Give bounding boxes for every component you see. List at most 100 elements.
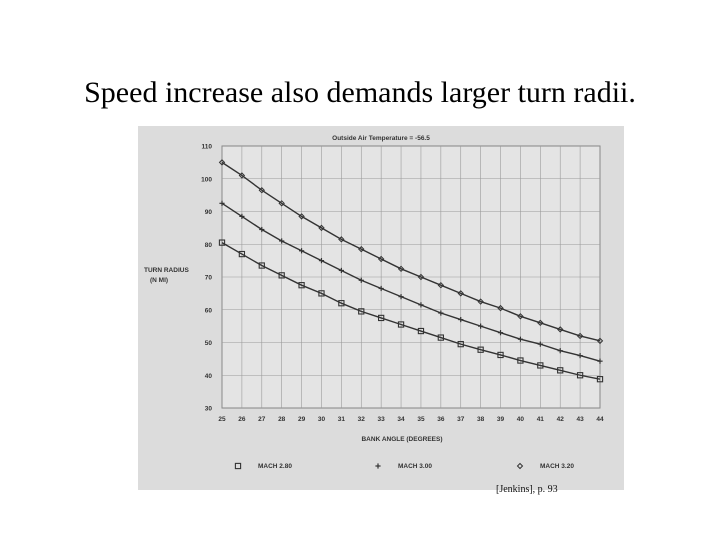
- data-point-mach-2-80: [397, 321, 405, 328]
- x-axis-label: BANK ANGLE (DEGREES): [361, 436, 442, 443]
- data-point-mach-3-20: [497, 304, 504, 312]
- data-point-mach-3-00: [259, 226, 265, 233]
- x-tick-label: 43: [576, 416, 584, 423]
- slide-title: Speed increase also demands larger turn …: [84, 76, 636, 109]
- data-point-mach-3-00: [358, 277, 364, 283]
- data-point-mach-2-80: [258, 262, 265, 269]
- data-point-mach-3-00: [298, 248, 305, 254]
- data-point-mach-3-20: [596, 337, 604, 345]
- legend-marker-mach-3-20: [516, 462, 524, 470]
- legend-item-mach-3-00: MACH 3.00: [375, 463, 432, 470]
- legend-label-mach-2-80: MACH 2.80: [258, 463, 292, 470]
- data-point-mach-3-00: [318, 258, 325, 264]
- turn-radius-chart: 30 40 50 60 70 80 90 100 110 25 26 27 28 29 30 31 32 33 34…: [138, 126, 624, 495]
- data-point-mach-3-20: [437, 281, 445, 289]
- data-point-mach-3-00: [517, 336, 524, 342]
- data-point-mach-3-00: [239, 213, 245, 220]
- x-tick-label: 29: [298, 416, 306, 423]
- data-point-mach-3-20: [537, 319, 544, 327]
- data-point-mach-3-00: [378, 285, 384, 292]
- data-point-mach-2-80: [318, 290, 325, 297]
- y-tick-label: 30: [205, 406, 213, 413]
- y-tick-label: 80: [205, 242, 213, 249]
- data-point-mach-2-80: [457, 340, 464, 348]
- data-point-mach-2-80: [278, 272, 285, 279]
- data-point-mach-2-80: [417, 327, 425, 335]
- data-point-mach-2-80: [537, 362, 544, 369]
- data-point-mach-3-20: [238, 172, 246, 179]
- data-point-mach-3-00: [279, 238, 285, 244]
- y-tick-label: 90: [205, 209, 213, 216]
- y-tick-label: 100: [201, 176, 212, 183]
- data-point-mach-2-80: [517, 357, 524, 364]
- data-point-mach-2-80: [218, 239, 226, 246]
- legend-item-mach-2-80: MACH 2.80: [234, 462, 292, 470]
- data-point-mach-3-20: [358, 245, 365, 253]
- legend: MACH 2.80 MACH 3.00 MACH 3.20: [234, 462, 574, 470]
- data-point-mach-3-00: [338, 267, 344, 274]
- data-point-mach-3-20: [318, 224, 325, 232]
- legend-marker-mach-3-00: [375, 463, 381, 469]
- y-tick-label: 60: [205, 307, 213, 314]
- series-mach-3-00: [219, 200, 603, 364]
- text-layer: Outside Air Temperature = -56.5 TURN RAD…: [144, 135, 443, 443]
- data-point-mach-3-00: [557, 348, 563, 354]
- x-tick-label: 44: [596, 416, 604, 423]
- series-mach-2-80: [218, 239, 604, 383]
- data-point-mach-2-80: [437, 334, 444, 341]
- data-point-mach-3-00: [458, 316, 464, 323]
- data-point-mach-3-20: [397, 265, 405, 273]
- x-tick-label: 27: [258, 416, 266, 423]
- data-point-mach-3-20: [278, 200, 285, 207]
- data-point-mach-2-80: [596, 376, 604, 383]
- y-tick-label: 40: [205, 373, 213, 380]
- data-point-mach-3-20: [417, 273, 425, 281]
- x-tick-label: 35: [417, 416, 425, 423]
- data-point-mach-3-00: [537, 341, 543, 347]
- legend-label-mach-3-20: MACH 3.20: [540, 463, 574, 470]
- data-point-mach-2-80: [378, 314, 385, 322]
- series-line-mach-3-20: [221, 161, 601, 342]
- legend-label-mach-3-00: MACH 3.00: [398, 463, 432, 470]
- data-point-mach-3-20: [218, 159, 226, 166]
- data-point-mach-3-20: [298, 213, 305, 220]
- x-tick-label: 25: [218, 416, 226, 423]
- x-tick-label: 28: [278, 416, 286, 423]
- data-point-mach-3-20: [457, 290, 464, 297]
- data-point-mach-2-80: [576, 372, 584, 379]
- series-line-mach-2-80: [221, 242, 601, 380]
- data-point-mach-3-00: [577, 353, 583, 359]
- data-point-mach-3-20: [338, 236, 345, 243]
- series-mach-3-20: [218, 159, 604, 345]
- data-point-mach-3-20: [377, 255, 385, 263]
- data-point-mach-3-20: [477, 298, 484, 305]
- data-point-mach-3-20: [557, 326, 564, 333]
- turn-radius-chart-svg: 30 40 50 60 70 80 90 100 110 25 26 27 28 29 30 31 32 33 34…: [144, 135, 604, 470]
- data-point-mach-2-80: [238, 250, 246, 258]
- chart-title: Outside Air Temperature = -56.5: [332, 135, 430, 142]
- data-point-mach-3-00: [398, 294, 404, 300]
- data-point-mach-3-00: [497, 330, 504, 336]
- x-tick-label: 42: [557, 416, 565, 423]
- x-tick-label: 39: [497, 416, 505, 423]
- data-point-mach-2-80: [298, 282, 305, 289]
- y-tick-label: 50: [205, 340, 213, 347]
- data-point-mach-2-80: [358, 308, 365, 315]
- x-tick-label: 33: [378, 416, 386, 423]
- data-point-mach-3-00: [418, 302, 424, 308]
- x-tick-label: 30: [318, 416, 326, 423]
- data-point-mach-3-00: [438, 310, 444, 316]
- x-tick-label: 32: [358, 416, 366, 423]
- x-tick-label: 37: [457, 416, 465, 423]
- x-tick-label: 34: [397, 416, 405, 423]
- x-tick-label: 26: [238, 416, 246, 423]
- data-point-mach-3-00: [597, 358, 603, 364]
- y-axis-label-unit: (N MI): [150, 277, 168, 284]
- x-tick-label: 38: [477, 416, 485, 423]
- grid-layer: 30 40 50 60 70 80 90 100 110 25 26 27 28 29 30 31 32 33 34…: [201, 144, 604, 424]
- y-axis-label: TURN RADIUS: [144, 267, 189, 274]
- data-point-mach-2-80: [497, 351, 504, 359]
- series-line-mach-3-00: [221, 202, 601, 362]
- x-tick-label: 36: [437, 416, 445, 423]
- data-point-mach-3-20: [258, 187, 265, 194]
